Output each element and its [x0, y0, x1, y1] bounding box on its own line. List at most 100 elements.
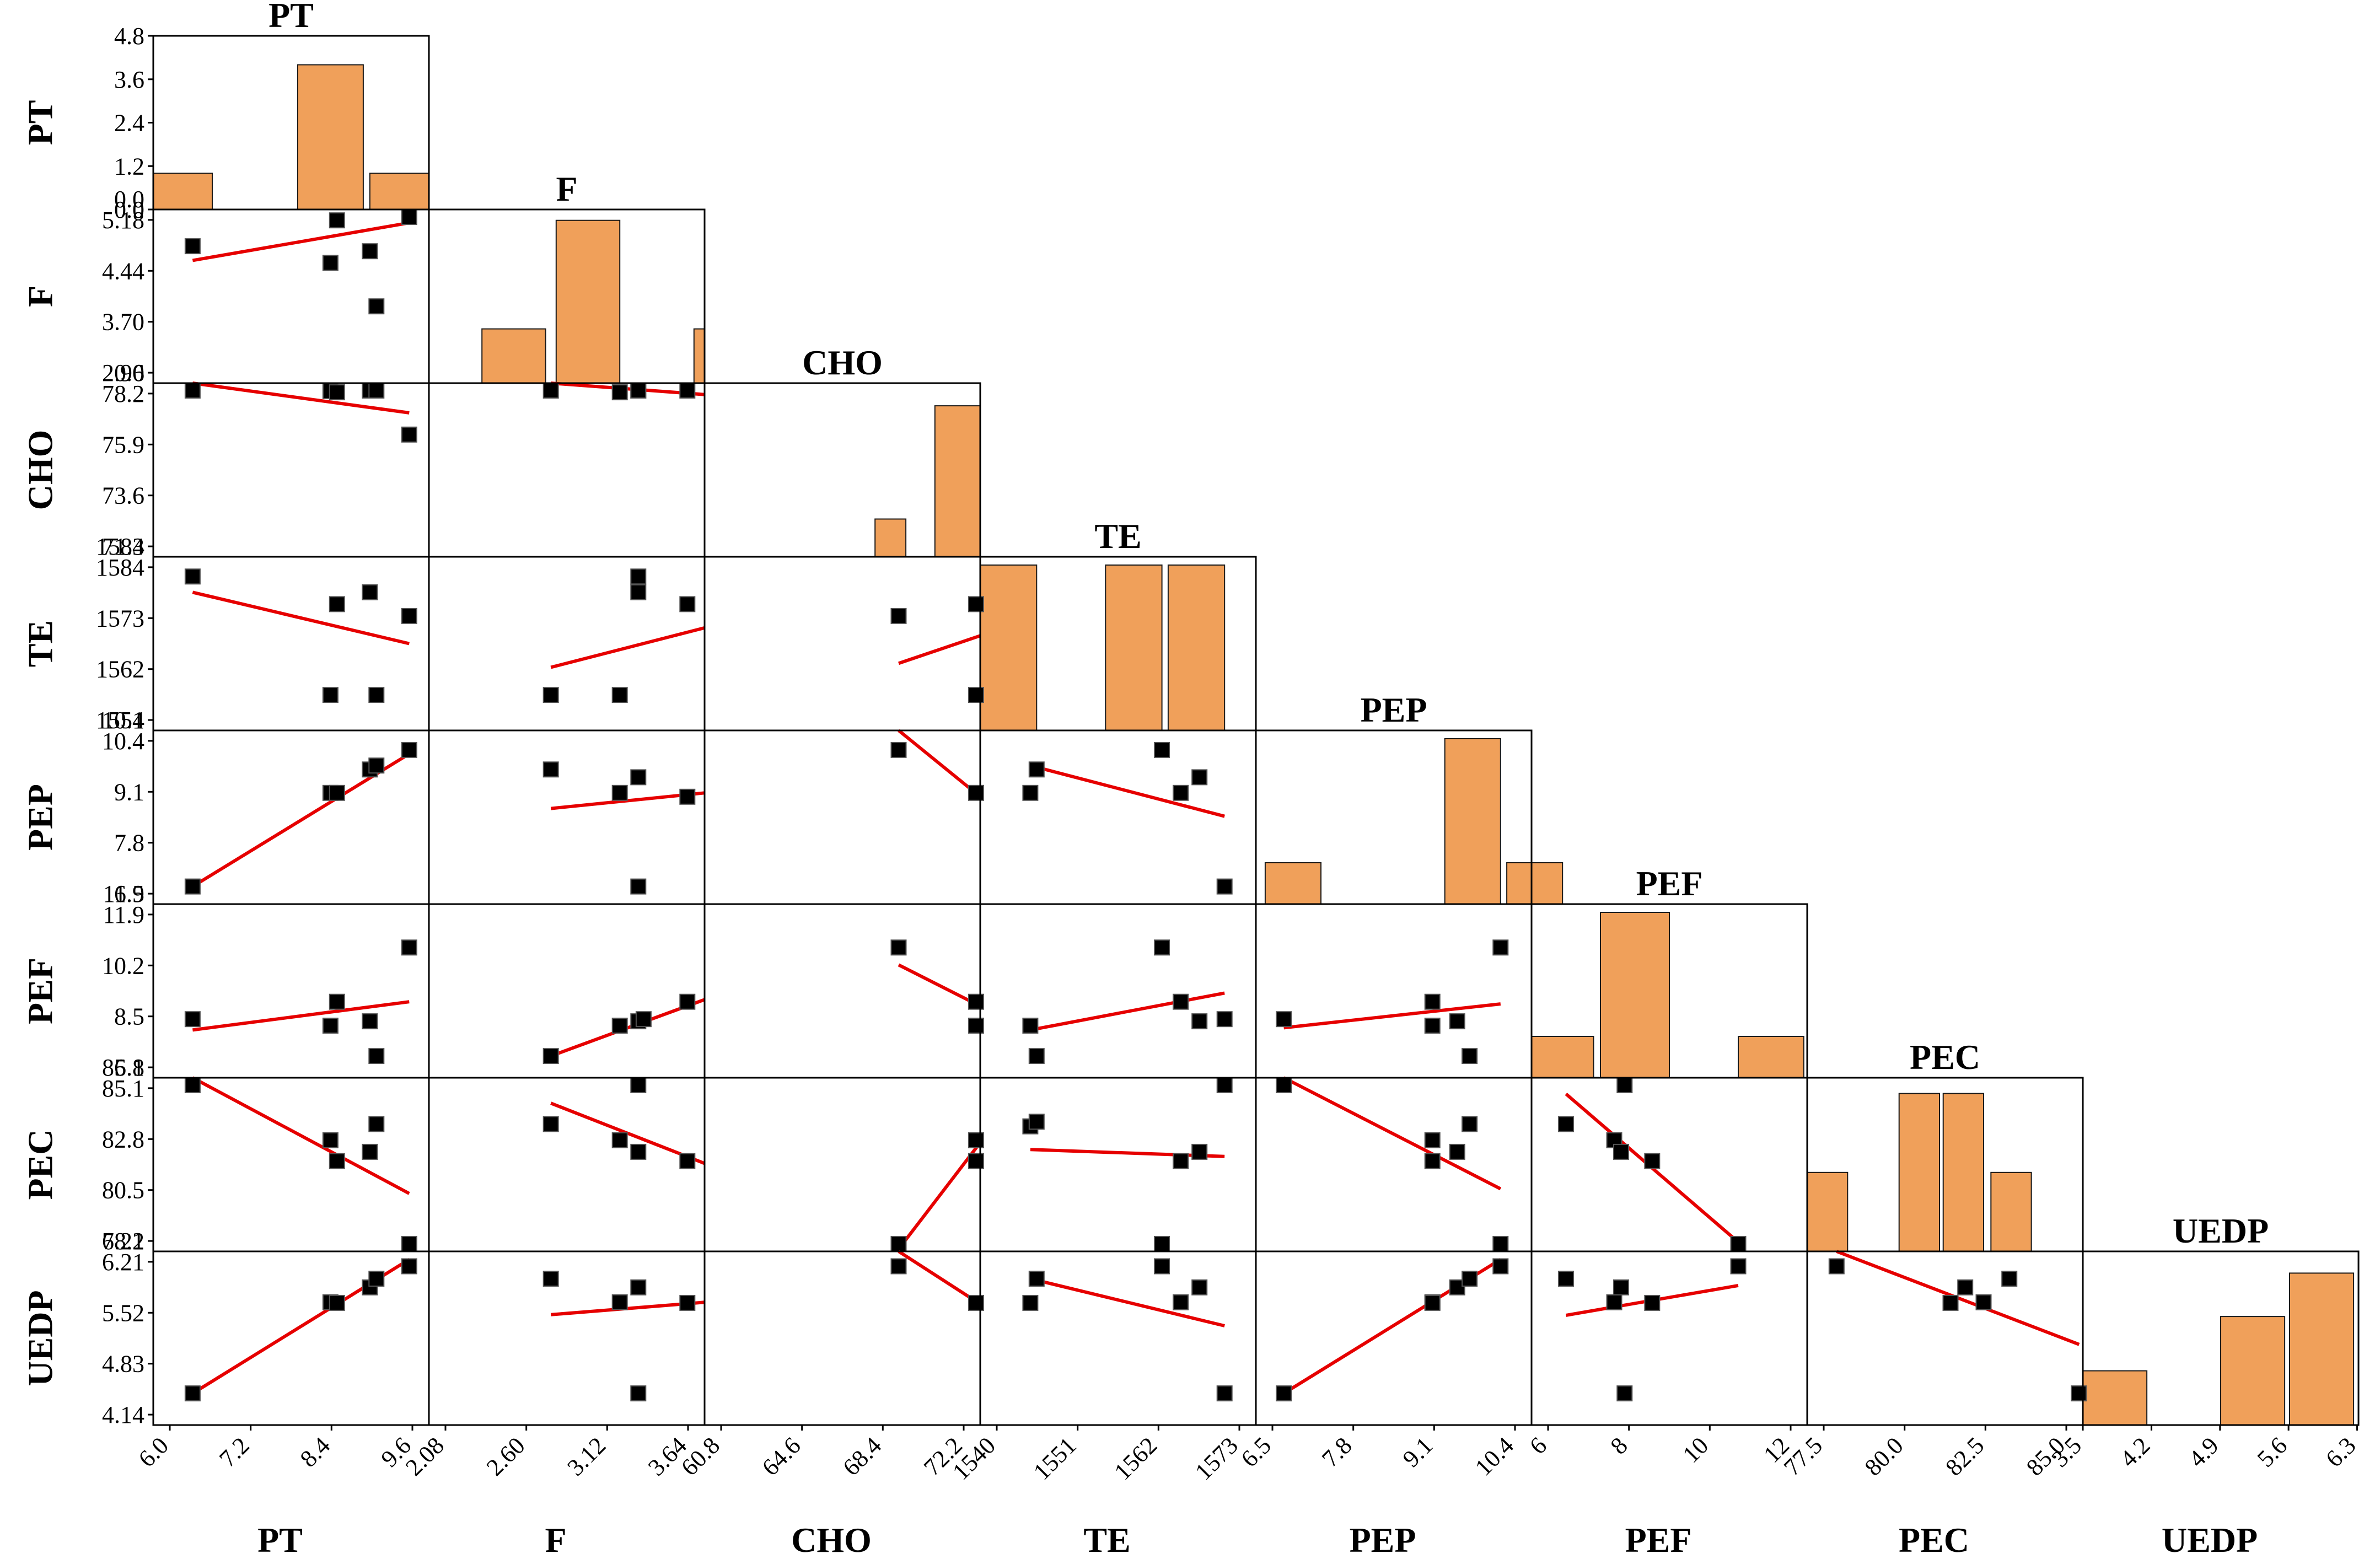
edge-label-f: 0.0: [114, 359, 144, 386]
scatter-point-f-vs-pec-1: [542, 1116, 559, 1132]
scatter-point-pep-vs-pef-2: [1424, 1018, 1441, 1034]
panel-frame-pt-pef: [152, 903, 430, 1079]
diagonal-title-te: TE: [1094, 517, 1141, 556]
panel-frame-pt-f: [152, 208, 430, 384]
row-label-cho: CHO: [21, 430, 60, 510]
edge-label-pt: 0.0: [114, 186, 144, 213]
hist-bar-pt-3: [369, 173, 430, 210]
scatter-point-cho-vs-te-1: [890, 608, 907, 624]
scatter-point-te-vs-pec-4: [1173, 1153, 1189, 1169]
y-tick-label-te-4: 1584: [96, 554, 144, 581]
scatter-point-cho-vs-te-2: [968, 596, 984, 612]
panel-frame-f-pec: [428, 1077, 706, 1252]
y-tick-label-pef-2: 8.5: [114, 1003, 144, 1030]
scatter-point-te-vs-uedp-6: [1216, 1385, 1233, 1402]
scatter-point-te-vs-pep-6: [1216, 878, 1233, 895]
panel-frame-pep-uedp: [1255, 1250, 1533, 1426]
hist-bar-pec-1: [1807, 1171, 1849, 1252]
scatter-point-pep-vs-pef-4: [1449, 1013, 1465, 1030]
panel-frame-cho-te: [703, 556, 981, 732]
x-tick-label-pec-1: 77.5: [1779, 1432, 1828, 1481]
scatter-point-pec-vs-uedp-4: [1975, 1294, 1992, 1310]
scatter-point-f-vs-uedp-3: [630, 1279, 647, 1295]
scatter-point-te-vs-pep-2: [1028, 761, 1045, 778]
scatter-point-pef-vs-uedp-1: [1558, 1271, 1574, 1287]
scatter-point-pt-vs-uedp-1: [184, 1385, 201, 1402]
fit-line-cho-vs-pef: [898, 963, 981, 1008]
hist-bar-pec-3: [1942, 1093, 1984, 1252]
scatter-point-te-vs-pef-3: [1154, 939, 1170, 956]
panel-frame-pt-pec: [152, 1077, 430, 1252]
scatter-point-te-vs-pec-5: [1191, 1143, 1208, 1160]
hist-bar-cho-2: [934, 405, 981, 557]
edge-label-te: 10.4: [102, 707, 144, 734]
scatter-point-cho-vs-pef-1: [890, 939, 907, 956]
panel-frame-te-pep: [979, 729, 1257, 905]
y-tick-label-cho-2: 73.6: [102, 482, 144, 509]
column-label-pec: PEC: [1899, 1520, 1969, 1556]
y-tick-label-pt-4: 3.6: [114, 66, 144, 93]
scatter-point-pt-vs-pep-5: [368, 757, 385, 774]
scatter-point-cho-vs-uedp-2: [968, 1294, 984, 1311]
hist-bar-pec-4: [1990, 1171, 2032, 1252]
scatter-point-pt-vs-f-1: [184, 238, 201, 255]
x-tick-label-f-1: 2.08: [400, 1432, 449, 1481]
hist-bar-pef-2: [1600, 912, 1670, 1078]
scatter-point-cho-vs-uedp-1: [890, 1258, 907, 1275]
y-tick-label-cho-3: 75.9: [102, 431, 144, 458]
scatter-point-te-vs-uedp-3: [1154, 1258, 1170, 1275]
row-label-pec: PEC: [21, 1130, 60, 1200]
diagonal-title-pt: PT: [268, 0, 314, 35]
x-tick-label-uedp-2: 4.2: [2115, 1432, 2156, 1472]
hist-bar-uedp-1: [2082, 1370, 2148, 1426]
edge-label-pep: 11.9: [103, 880, 144, 907]
scatter-point-te-vs-pef-4: [1173, 993, 1189, 1010]
scatter-point-f-vs-uedp-4: [630, 1385, 647, 1402]
scatter-point-te-vs-pep-3: [1154, 741, 1170, 758]
scatter-point-pep-vs-pef-6: [1492, 939, 1509, 956]
scatter-point-pt-vs-cho-3: [329, 384, 345, 401]
scatter-point-pt-vs-f-4: [362, 243, 378, 260]
scatter-point-cho-vs-pec-1: [890, 1236, 907, 1252]
x-tick-label-cho-3: 68.4: [837, 1432, 887, 1481]
scatter-point-pep-vs-pef-1: [1276, 1011, 1292, 1028]
scatter-point-pt-vs-f-6: [401, 209, 417, 225]
hist-bar-pec-2: [1898, 1093, 1940, 1252]
row-label-pep: PEP: [21, 784, 60, 851]
hist-bar-pep-3: [1506, 862, 1564, 905]
scatter-point-pt-vs-te-3: [329, 596, 345, 612]
fit-line-pep-vs-pef: [1283, 1002, 1501, 1030]
diagonal-title-cho: CHO: [802, 343, 883, 382]
x-tick-label-pep-1: 6.5: [1236, 1432, 1277, 1472]
fit-line-cho-vs-pec: [897, 1141, 982, 1250]
scatter-point-f-vs-cho-5: [679, 383, 696, 399]
scatter-point-pt-vs-pef-4: [362, 1013, 378, 1030]
scatter-point-pep-vs-pec-2: [1424, 1132, 1441, 1148]
x-tick-label-pef-1: 6: [1524, 1432, 1552, 1459]
scatter-point-te-vs-pec-3: [1154, 1236, 1170, 1252]
y-tick-label-pef-3: 10.2: [102, 952, 144, 979]
scatter-point-pt-vs-pep-6: [401, 741, 417, 758]
scatter-point-f-vs-uedp-5: [679, 1294, 696, 1311]
panel-frame-pep-pef: [1255, 903, 1533, 1079]
y-tick-label-cho-4: 78.2: [102, 380, 144, 407]
fit-line-pt-vs-te: [192, 590, 410, 646]
scatter-point-pep-vs-uedp-6: [1492, 1258, 1509, 1275]
fit-line-cho-vs-uedp: [898, 1250, 981, 1306]
scatter-point-pt-vs-pef-3: [329, 993, 345, 1010]
scatter-point-pt-vs-uedp-5: [368, 1271, 385, 1287]
y-tick-label-pec-3: 82.8: [102, 1126, 144, 1153]
y-tick-label-uedp-1: 4.14: [102, 1401, 144, 1428]
edge-label-pef: 85.1: [102, 1054, 144, 1081]
y-tick-label-pep-4: 10.4: [102, 728, 144, 755]
scatter-point-pt-vs-pep-1: [184, 878, 201, 895]
scatter-point-pt-vs-pef-6: [401, 939, 417, 956]
column-label-pep: PEP: [1350, 1520, 1416, 1556]
scatter-point-cho-vs-pep-1: [890, 741, 907, 758]
scatter-point-te-vs-pep-4: [1173, 784, 1189, 801]
scatter-point-f-vs-pep-4: [630, 878, 647, 895]
scatter-point-pt-vs-pec-2: [322, 1132, 339, 1148]
y-tick-label-f-1: 2.96: [102, 359, 144, 386]
scatter-point-pec-vs-uedp-1: [1828, 1258, 1845, 1275]
